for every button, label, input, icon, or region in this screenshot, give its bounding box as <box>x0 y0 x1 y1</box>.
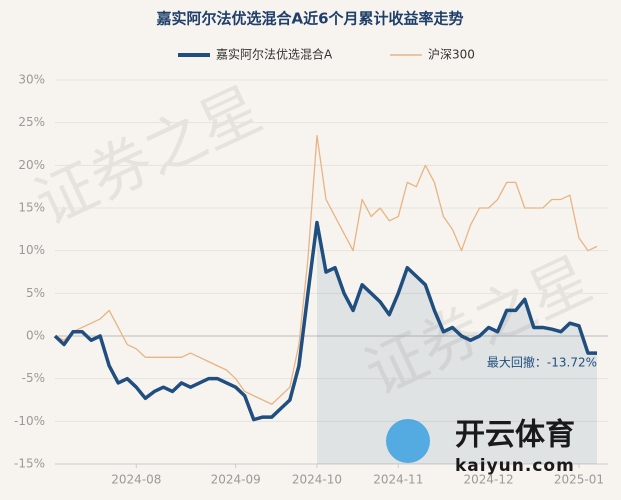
logo-text: 开云体育 <box>455 418 575 453</box>
logo-watermark: 开云体育 kaiyun.com <box>386 418 575 476</box>
series-line <box>54 134 598 405</box>
legend-label: 嘉实阿尔法优选混合A <box>216 47 333 62</box>
drawdown-annotation: 最大回撤：-13.72% <box>487 355 597 370</box>
x-tick-label: 2024-12 <box>464 473 514 487</box>
y-tick-label: -15% <box>14 457 45 471</box>
y-tick-label: 30% <box>18 73 45 87</box>
logo-url: kaiyun.com <box>455 456 575 476</box>
series-line <box>53 220 597 422</box>
y-tick-label: 5% <box>26 286 45 300</box>
y-tick-label: -10% <box>14 414 45 428</box>
x-tick-label: 2024-08 <box>111 473 161 487</box>
watermark: 证券之星 <box>25 74 272 239</box>
logo-ball <box>386 419 430 463</box>
x-tick-label: 2024-10 <box>292 473 342 487</box>
y-tick-label: 10% <box>18 243 45 257</box>
legend-label: 沪深300 <box>428 48 475 62</box>
drawdown-area <box>316 222 597 464</box>
y-tick-label: 0% <box>26 329 45 343</box>
x-tick-label: 2024-11 <box>373 473 423 487</box>
y-tick-label: 20% <box>18 158 45 172</box>
y-tick-label: -5% <box>22 371 45 385</box>
x-tick-label: 2025-01 <box>554 473 604 487</box>
x-tick-label: 2024-09 <box>211 473 261 487</box>
y-tick-label: 15% <box>18 201 45 215</box>
y-tick-label: 25% <box>18 115 45 129</box>
chart-title: 嘉实阿尔法优选混合A近6个月累计收益率走势 <box>155 10 463 28</box>
